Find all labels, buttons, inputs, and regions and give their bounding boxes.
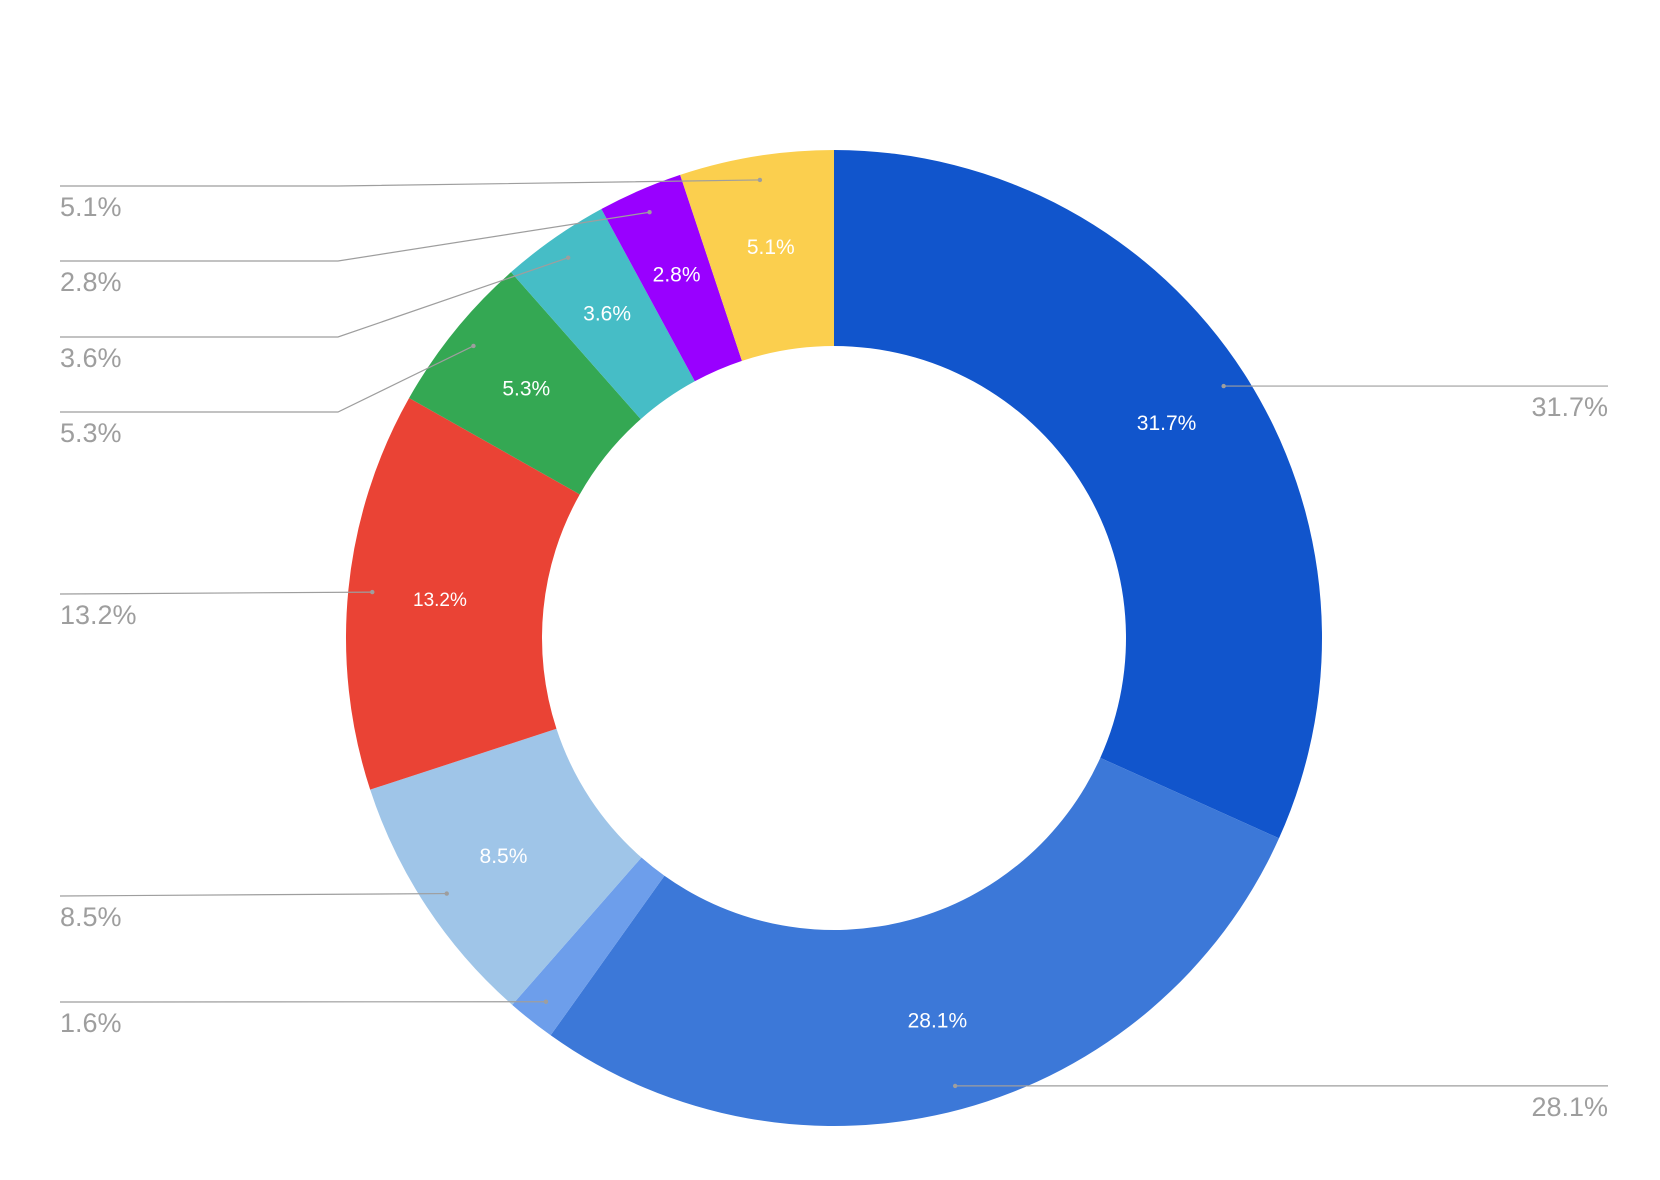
leader-dot-4 [444,891,449,896]
inner-label-1: 31.7% [1137,412,1197,435]
outer-label-1: 31.7% [1531,392,1608,422]
donut-slice-9 [680,150,834,361]
leader-dot-7 [565,255,571,260]
leader-line-4 [59,892,447,897]
leader-dot-9 [757,177,763,183]
inner-label-5: 13.2% [413,590,467,611]
outer-label-4: 8.5% [60,902,122,932]
outer-label-8: 2.8% [60,267,122,297]
outer-label-5: 13.2% [60,600,137,630]
inner-labels-layer: 31.7% 28.1% 8.5% 13.2% 5.3% 3.6% 2.8% 5.1% [413,236,1196,1032]
leader-dot-3 [543,999,549,1004]
inner-label-8: 2.8% [653,264,701,287]
outer-label-7: 3.6% [60,343,122,373]
outer-label-3: 1.6% [60,1008,122,1038]
donut-slice-6 [409,272,641,495]
outer-label-9: 5.1% [60,192,122,222]
leader-line-9 [60,179,760,187]
slices-layer [345,150,1322,1126]
outer-label-2: 28.1% [1531,1092,1608,1122]
leader-dot-6 [471,343,476,349]
outer-label-6: 5.3% [60,418,122,448]
leader-line-7 [60,257,569,338]
leader-dot-5 [370,589,375,595]
inner-label-6: 5.3% [502,378,550,401]
outer-labels-layer: 31.7% 28.1% 1.6% 8.5% 13.2% 5.3% 3.6% 2.8% 5.1% [60,192,1608,1122]
inner-label-7: 3.6% [583,302,631,325]
leader-lines-layer [59,177,1608,1089]
leader-dot-1 [1221,383,1226,389]
inner-label-2: 28.1% [908,1009,968,1032]
leader-line-5 [59,591,373,595]
donut-slice-8 [601,174,742,382]
donut-slice-3 [512,857,665,1036]
donut-slice-5 [345,397,580,790]
leader-dot-8 [647,210,652,215]
leader-line-8 [60,211,650,262]
leader-line-6 [60,345,474,413]
donut-slice-1 [834,150,1322,839]
inner-label-4: 8.5% [480,845,528,868]
donut-slice-4 [370,728,642,1005]
leader-dot-2 [952,1083,958,1089]
donut-slice-2 [550,757,1279,1126]
inner-label-9: 5.1% [747,236,795,259]
